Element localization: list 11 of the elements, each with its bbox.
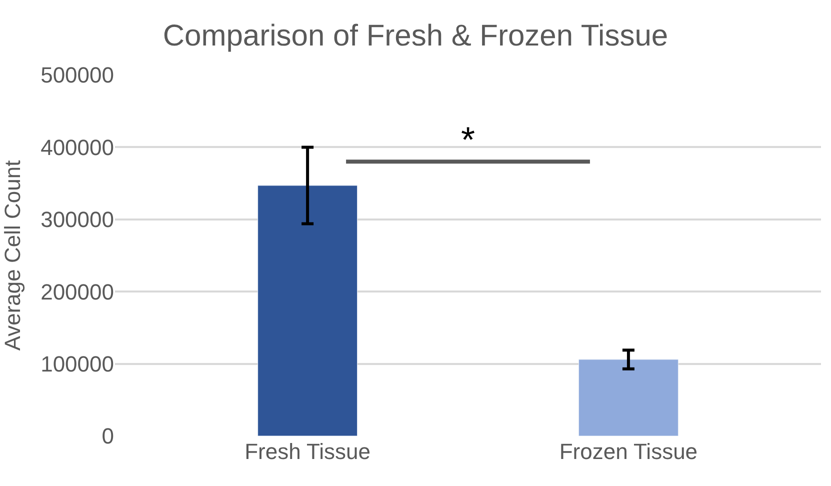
y-tick-label: 400000 (40, 134, 114, 160)
x-tick-label: Fresh Tissue (244, 439, 371, 464)
y-tick-label: 0 (102, 424, 114, 449)
annotation: * (461, 119, 476, 160)
y-axis-title: Average Cell Count (0, 160, 25, 351)
y-tick-label: 100000 (40, 352, 114, 376)
y-tick-label: 300000 (40, 207, 114, 232)
x-tick-label: Frozen Tissue (559, 439, 698, 464)
y-tick-label: 200000 (40, 279, 114, 304)
y-tick-label: 500000 (40, 62, 114, 88)
chart-title: Comparison of Fresh & Frozen Tissue (162, 19, 668, 52)
